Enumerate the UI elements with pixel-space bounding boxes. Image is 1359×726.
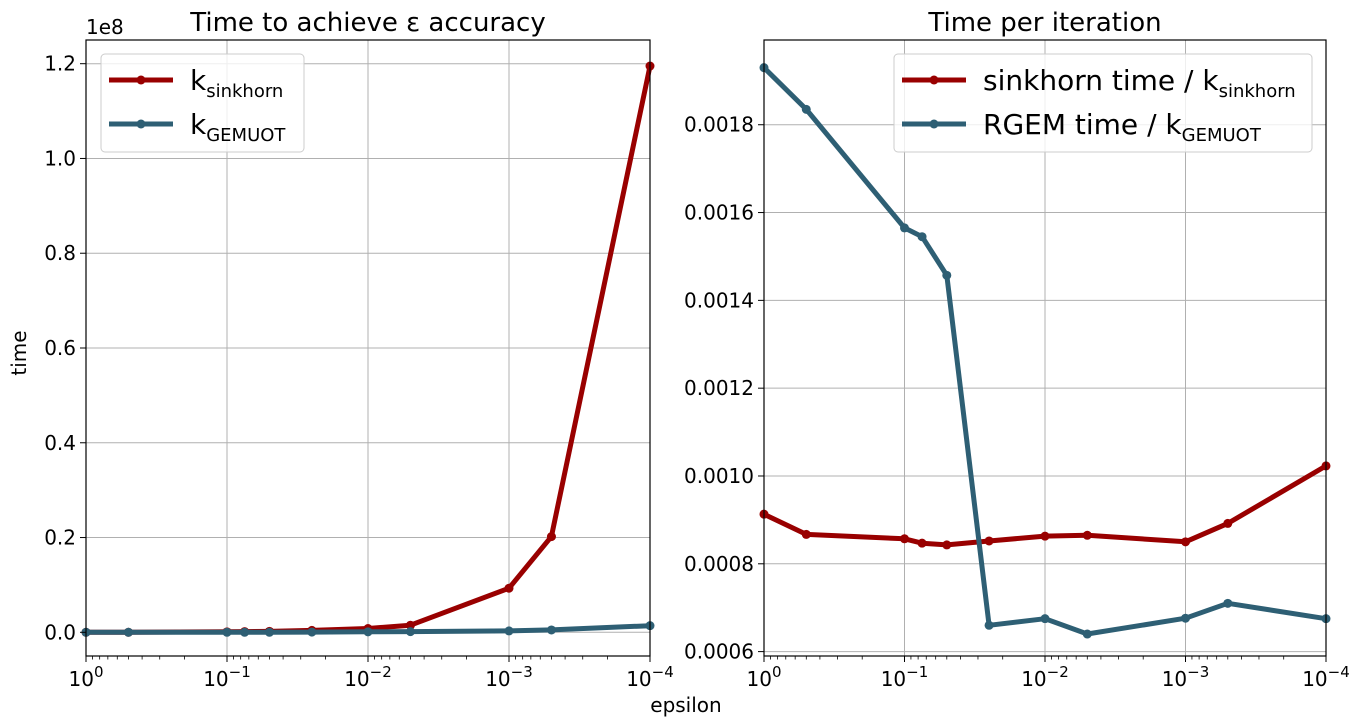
x-tick-label: 10−3 bbox=[1162, 663, 1210, 691]
data-point-gemuot bbox=[307, 627, 317, 637]
y-tick-label: 0.8 bbox=[44, 241, 76, 265]
data-point-gemuot bbox=[240, 627, 250, 637]
x-tick-labels: 100 10−1 10−2 10−3 10−4 bbox=[69, 656, 674, 691]
data-point-sinkhorn bbox=[1181, 537, 1190, 547]
data-point-gemuot bbox=[917, 232, 927, 242]
data-point-gemuot bbox=[405, 627, 415, 637]
data-point-sinkhorn bbox=[1082, 530, 1092, 540]
data-point-sinkhorn bbox=[1040, 531, 1050, 541]
data-point-gemuot bbox=[984, 620, 994, 630]
data-point-sinkhorn bbox=[984, 536, 994, 546]
series-lines bbox=[81, 61, 655, 637]
data-point-gemuot bbox=[123, 627, 133, 637]
legend-marker bbox=[929, 75, 939, 85]
data-point-sinkhorn bbox=[405, 620, 415, 630]
legend-marker bbox=[136, 119, 146, 129]
y-tick-label: 0.0012 bbox=[684, 376, 754, 400]
legend-box bbox=[893, 53, 1313, 153]
y-tick-label: 0.0008 bbox=[684, 552, 754, 576]
y-tick-label: 0.0014 bbox=[684, 288, 754, 312]
y-tick-label: 0.0006 bbox=[684, 640, 754, 664]
x-tick-label: 10−1 bbox=[203, 663, 251, 691]
series-lines bbox=[759, 63, 1331, 639]
y-tick-label: 0.0 bbox=[44, 620, 76, 644]
data-point-sinkhorn bbox=[801, 529, 811, 539]
chart-title: Time per iteration bbox=[927, 8, 1161, 38]
data-point-gemuot bbox=[363, 627, 373, 637]
x-tick-labels: 100 10−1 10−2 10−3 10−4 bbox=[747, 656, 1350, 691]
panel-time-to-accuracy: 0.0 0.2 0.4 0.6 0.8 1.0 1.2 100 10−1 10−2 10−3 10−… bbox=[7, 8, 674, 691]
legend-marker bbox=[929, 119, 939, 129]
data-point-sinkhorn bbox=[504, 583, 514, 593]
data-point-sinkhorn bbox=[917, 538, 927, 548]
legend-label: kGEMUOT bbox=[190, 108, 286, 146]
legend-label: sinkhorn time / ksinkhorn bbox=[983, 64, 1296, 102]
data-point-gemuot bbox=[942, 270, 952, 280]
x-tick-label: 10−4 bbox=[1302, 663, 1350, 691]
chart-title: Time to achieve ε accuracy bbox=[189, 8, 545, 38]
legend: ksinkhorn kGEMUOT bbox=[100, 53, 305, 153]
data-point-gemuot bbox=[1181, 613, 1190, 623]
data-point-gemuot bbox=[222, 627, 232, 637]
panel-time-per-iteration: 0.0006 0.0008 0.0010 0.0012 0.0014 0.0016 0.00… bbox=[684, 8, 1350, 691]
y-tick-label: 0.0010 bbox=[684, 464, 754, 488]
x-tick-label: 10−2 bbox=[344, 663, 392, 691]
y-axis-label: time bbox=[7, 330, 31, 375]
data-point-gemuot bbox=[264, 627, 274, 637]
x-tick-label: 100 bbox=[747, 663, 782, 691]
y-tick-label: 0.0018 bbox=[684, 113, 754, 137]
data-point-gemuot bbox=[900, 223, 909, 233]
x-tick-label: 10−4 bbox=[626, 663, 674, 691]
y-tick-label: 1.0 bbox=[44, 146, 76, 170]
y-tick-labels: 0.0 0.2 0.4 0.6 0.8 1.0 1.2 bbox=[44, 52, 86, 644]
y-tick-label: 0.6 bbox=[44, 336, 76, 360]
data-point-gemuot bbox=[801, 104, 811, 114]
data-point-gemuot bbox=[1223, 598, 1233, 608]
data-point-gemuot bbox=[504, 626, 514, 636]
x-tick-label: 10−3 bbox=[485, 663, 533, 691]
x-axis-label: epsilon bbox=[650, 693, 721, 717]
data-point-sinkhorn bbox=[1223, 518, 1233, 528]
y-tick-labels: 0.0006 0.0008 0.0010 0.0012 0.0014 0.0016 0.00… bbox=[684, 113, 764, 664]
y-tick-label: 0.2 bbox=[44, 526, 76, 550]
legend-marker bbox=[136, 75, 146, 85]
legend-label: RGEM time / kGEMUOT bbox=[983, 108, 1262, 146]
data-point-sinkhorn bbox=[942, 540, 952, 550]
x-tick-label: 10−1 bbox=[881, 663, 929, 691]
legend: sinkhorn time / ksinkhorn RGEM time / kGE… bbox=[893, 53, 1313, 153]
data-point-gemuot bbox=[1040, 614, 1050, 624]
x-tick-label: 100 bbox=[69, 663, 104, 691]
data-point-sinkhorn bbox=[900, 534, 909, 544]
y-tick-label: 0.0016 bbox=[684, 201, 754, 225]
data-point-sinkhorn bbox=[546, 532, 556, 542]
data-point-gemuot bbox=[546, 625, 556, 635]
legend-label: ksinkhorn bbox=[190, 64, 283, 102]
y-tick-label: 0.4 bbox=[44, 431, 76, 455]
offset-label: 1e8 bbox=[86, 15, 124, 39]
y-tick-label: 1.2 bbox=[44, 52, 76, 76]
x-tick-label: 10−2 bbox=[1021, 663, 1069, 691]
data-point-gemuot bbox=[1082, 629, 1092, 639]
